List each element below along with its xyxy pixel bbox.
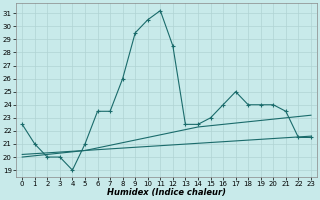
X-axis label: Humidex (Indice chaleur): Humidex (Indice chaleur) (107, 188, 226, 197)
